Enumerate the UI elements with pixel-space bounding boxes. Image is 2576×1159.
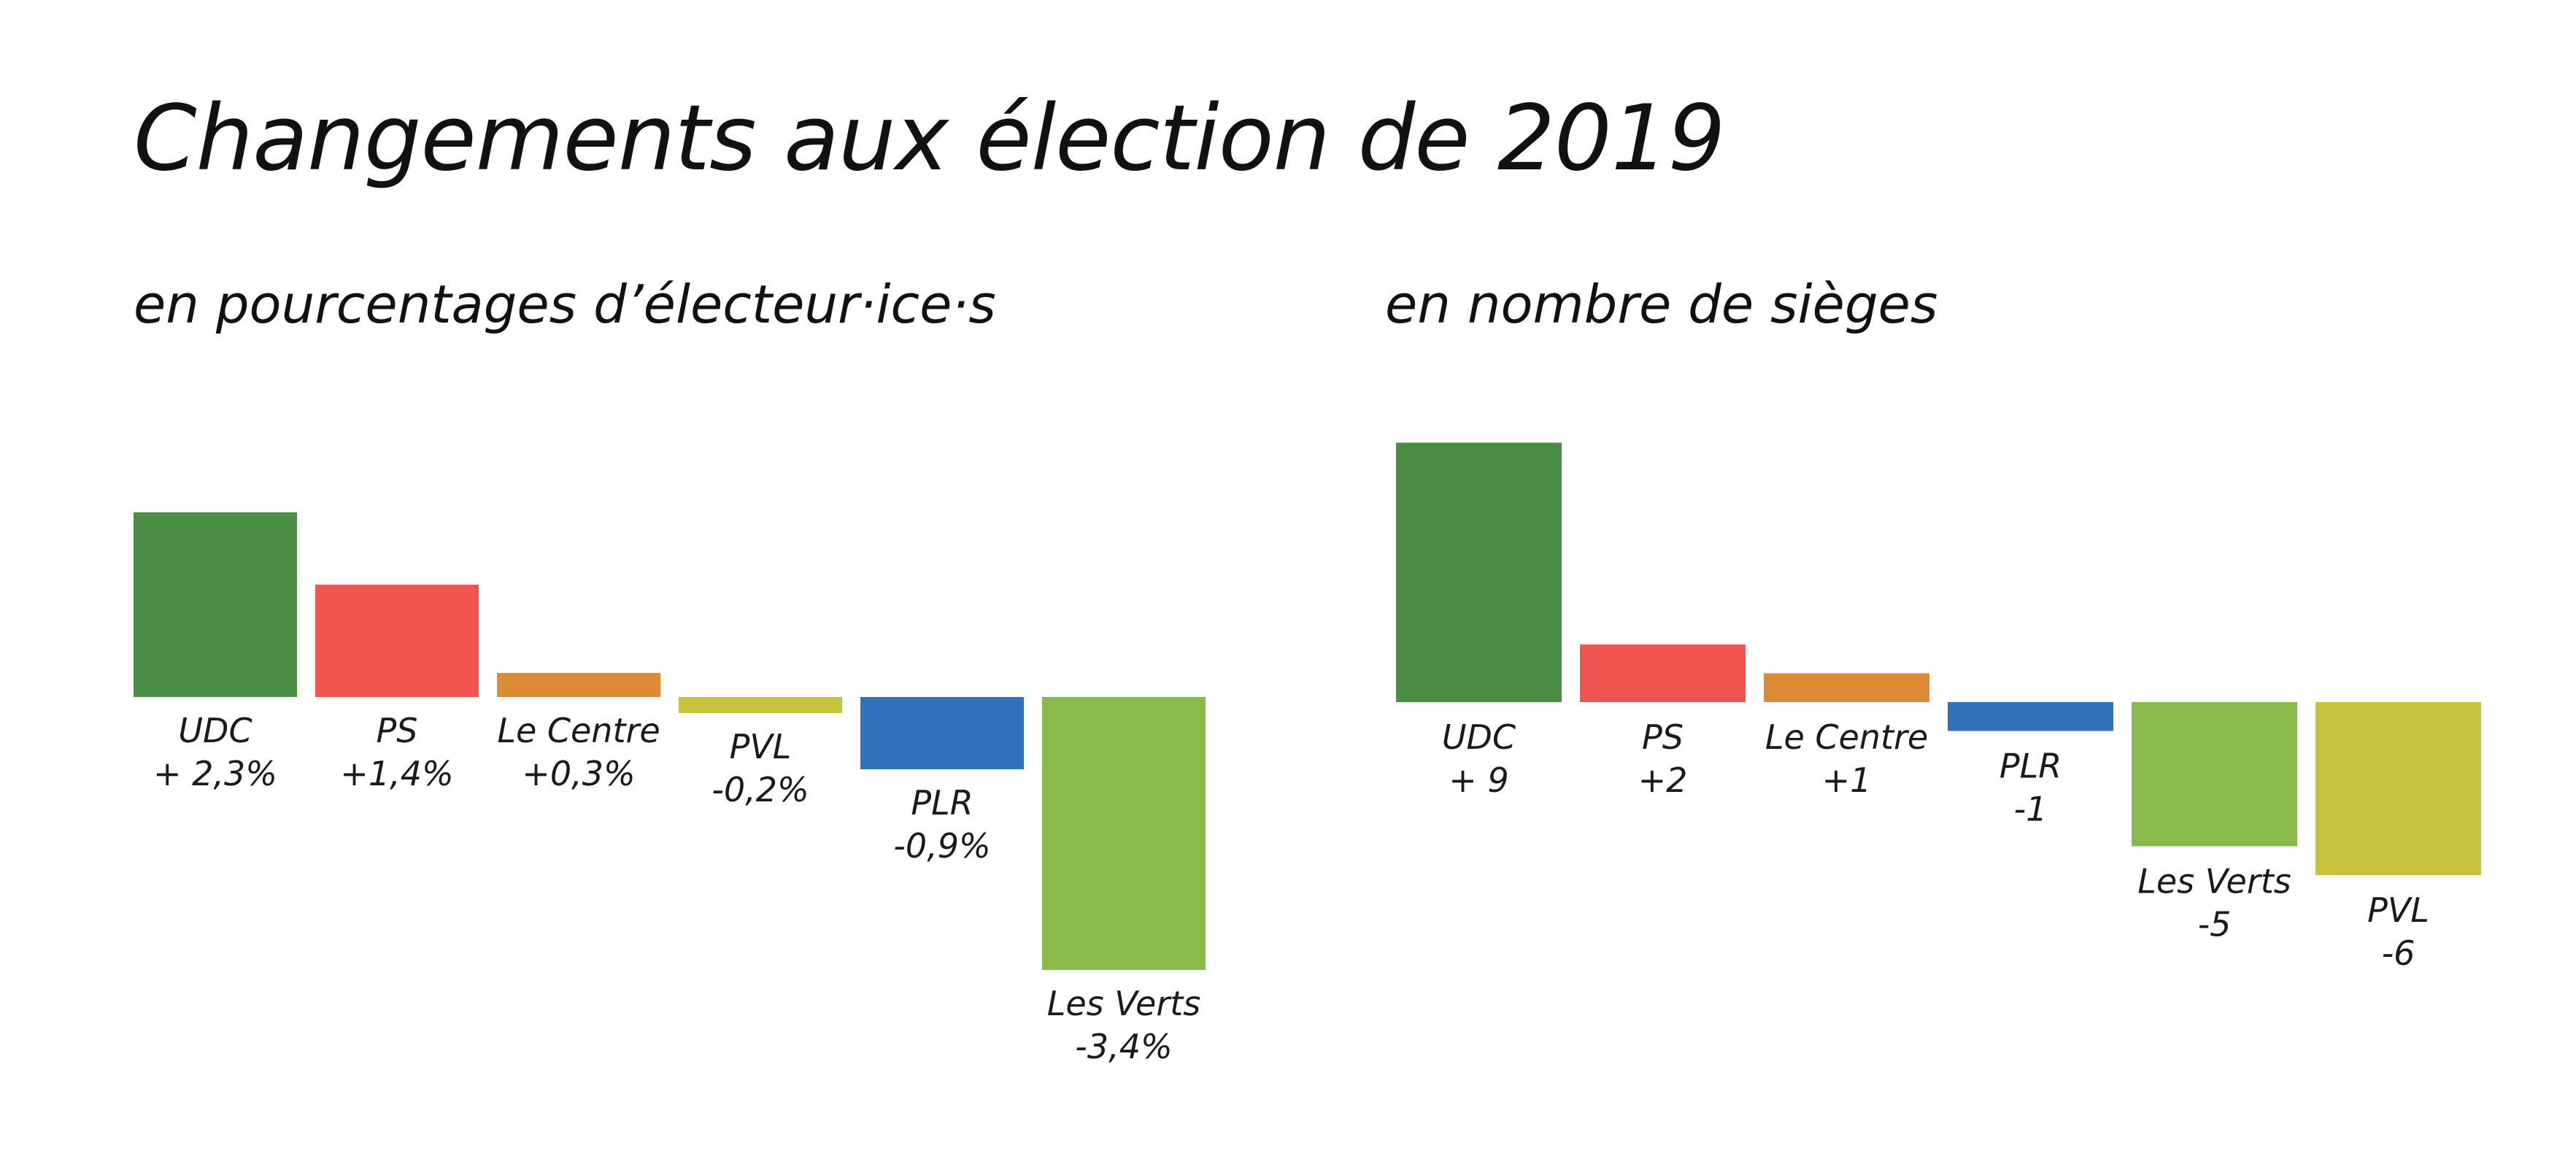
bar-les-verts	[1042, 697, 1206, 970]
category-label: Le Centre	[1765, 717, 1928, 757]
category-label: UDC	[178, 711, 252, 750]
value-label: +1	[1822, 761, 1872, 800]
bar-le-centre	[497, 673, 660, 697]
value-label: -3,4%	[1075, 1027, 1172, 1066]
bar-ps	[315, 585, 479, 697]
category-label: UDC	[1442, 717, 1516, 757]
bar-plr	[1948, 702, 2113, 731]
category-label: PLR	[2000, 747, 2062, 786]
value-label: -6	[2382, 933, 2415, 973]
bar-les-verts	[2132, 702, 2297, 847]
category-label: PS	[377, 711, 418, 750]
chart-title: Changements aux élection de 2019	[134, 86, 1726, 191]
category-label: PS	[1642, 717, 1684, 757]
value-label: +2	[1638, 761, 1688, 800]
category-label: Les Verts	[1047, 984, 1201, 1023]
bar-udc	[1396, 442, 1562, 702]
category-label: PLR	[911, 783, 973, 823]
value-label: + 2,3%	[153, 754, 277, 793]
bar-udc	[134, 512, 297, 697]
right-chart-subtitle: en nombre de sièges	[1385, 274, 1938, 335]
value-label: -0,9%	[893, 826, 990, 866]
category-label: Le Centre	[497, 711, 660, 750]
value-label: + 9	[1449, 761, 1508, 800]
category-label: PVL	[2367, 890, 2429, 930]
bar-ps	[1580, 644, 1746, 702]
left-chart-subtitle: en pourcentages d’électeur·ice·s	[134, 274, 996, 335]
value-label: +0,3%	[522, 754, 635, 793]
bar-pvl	[2315, 702, 2481, 875]
value-label: -5	[2198, 905, 2232, 944]
value-label: -0,2%	[712, 770, 809, 809]
category-label: Les Verts	[2137, 862, 2291, 901]
value-label: -1	[2014, 790, 2048, 829]
value-label: +1,4%	[340, 754, 453, 793]
bar-le-centre	[1764, 673, 1929, 702]
percentage-change-chart: UDC + 2,3% PS +1,4% Le Centre +0,3% PVL -0,2% PL…	[134, 512, 1206, 1066]
category-label: PVL	[730, 727, 792, 766]
bar-pvl	[679, 697, 842, 713]
bar-plr	[860, 697, 1024, 769]
